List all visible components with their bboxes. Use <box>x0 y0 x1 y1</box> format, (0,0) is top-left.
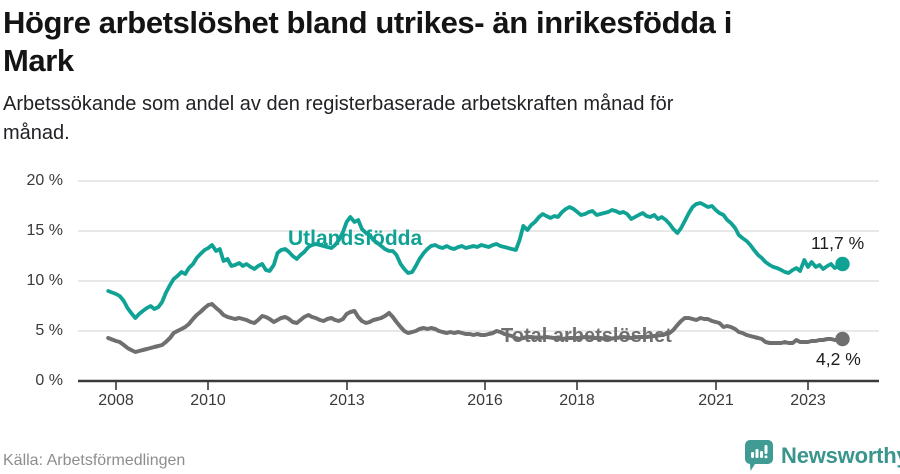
series-line-total <box>106 302 845 354</box>
page-title: Högre arbetslöshet bland utrikes- än inr… <box>3 4 732 80</box>
chart-subtitle-line2: månad. <box>3 122 70 144</box>
x-axis-label-2008: 2008 <box>98 392 134 409</box>
gridlines <box>78 180 879 332</box>
series-label-total: Total arbetslöshet <box>501 325 672 347</box>
y-axis-label-5: 5 % <box>35 322 63 339</box>
y-axis-label-10: 10 % <box>26 272 63 289</box>
page-title-line2: Mark <box>3 43 74 78</box>
series-end-dot-total <box>835 331 850 347</box>
x-axis-ticks <box>115 381 809 390</box>
series-end-dot-utlandsfodda <box>835 256 850 272</box>
newsworthy-logo-icon <box>745 440 773 471</box>
x-axis-label-2023: 2023 <box>790 392 826 409</box>
series-label-utlandsfodda: Utlandsfödda <box>288 227 423 250</box>
end-value-label-utlandsfodda: 11,7 % <box>811 233 865 253</box>
y-axis-label-0: 0 % <box>35 372 63 389</box>
x-axis-label-2010: 2010 <box>190 392 226 409</box>
x-axis-label-2021: 2021 <box>698 392 734 409</box>
x-axis-label-2013: 2013 <box>329 392 365 409</box>
newsworthy-logo[interactable]: Newsworthy <box>744 439 900 473</box>
x-axis-label-2016: 2016 <box>467 392 503 409</box>
end-value-label-total: 4,2 % <box>816 349 861 369</box>
newsworthy-logo-text: Newsworthy <box>781 443 900 468</box>
series-line-utlandsfodda <box>106 201 845 320</box>
chart-subtitle: Arbetssökande som andel av den registerb… <box>3 90 673 148</box>
y-axis-label-20: 20 % <box>26 172 63 189</box>
source-attribution: Källa: Arbetsförmedlingen <box>3 452 186 469</box>
chart-subtitle-line1: Arbetssökande som andel av den registerb… <box>3 93 674 115</box>
x-axis-label-2018: 2018 <box>559 392 595 409</box>
page-title-line1: Högre arbetslöshet bland utrikes- än inr… <box>3 5 732 40</box>
y-axis-label-15: 15 % <box>26 222 63 239</box>
